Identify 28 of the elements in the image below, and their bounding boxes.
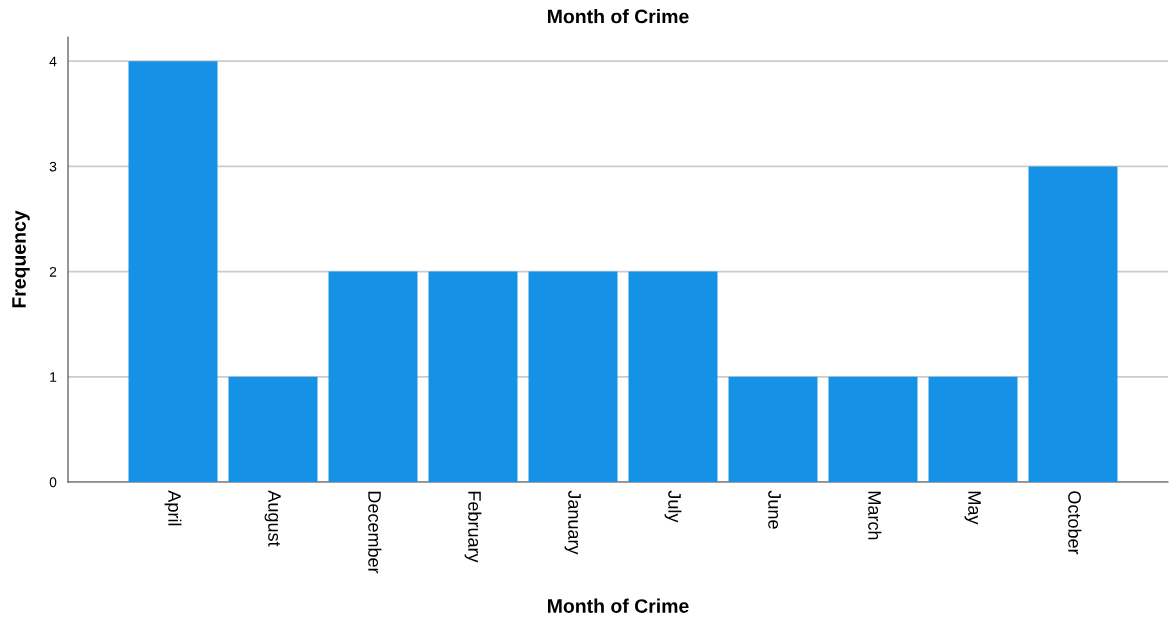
y-tick-label: 2: [49, 266, 57, 277]
y-tick-label: 0: [49, 477, 57, 488]
x-tick-label: February: [464, 491, 482, 563]
bar: [1028, 166, 1118, 482]
x-tick-label: June: [768, 490, 781, 529]
x-tick-label: May: [964, 491, 981, 525]
x-tick-label: July: [664, 490, 682, 523]
bar: [328, 271, 418, 482]
x-tick-label: January: [564, 490, 581, 555]
bar: [928, 376, 1018, 482]
bar: [628, 271, 718, 482]
bar: [428, 271, 518, 482]
y-tick-label: 4: [49, 56, 57, 67]
x-tick-label: August: [264, 490, 281, 547]
bar: [728, 376, 818, 482]
x-tick-label: April: [164, 490, 182, 526]
bar: [528, 271, 618, 482]
chart-title: Month of Crime: [548, 9, 689, 24]
y-axis-title: Frequency: [12, 210, 30, 308]
x-tick-label: December: [368, 491, 382, 574]
x-tick-label: October: [1068, 491, 1082, 555]
y-tick-label: 1: [50, 372, 57, 382]
bar: [228, 376, 318, 482]
y-tick-label: 3: [49, 161, 57, 172]
x-tick-label: March: [868, 491, 882, 540]
x-axis-title: Month of Crime: [548, 598, 689, 613]
bar: [128, 61, 218, 482]
bar: [828, 376, 918, 482]
